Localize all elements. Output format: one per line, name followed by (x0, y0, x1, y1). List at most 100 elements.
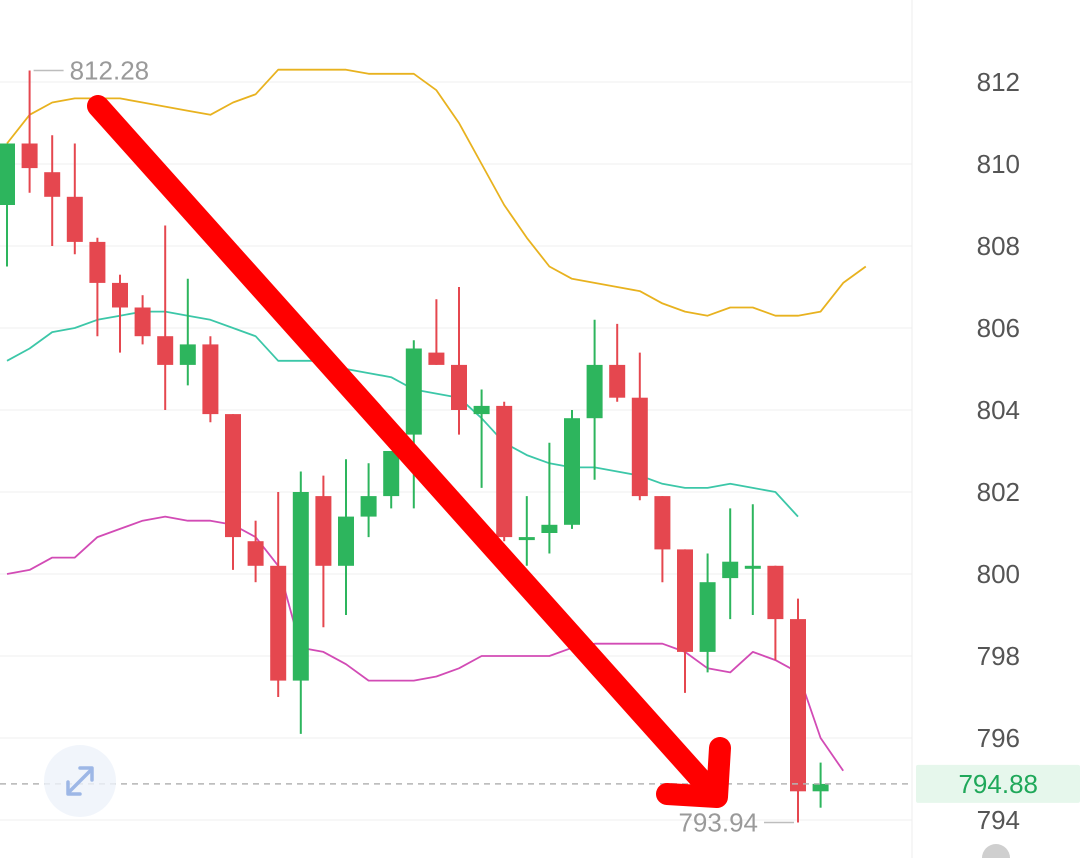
y-tick-label: 802 (977, 477, 1020, 507)
y-tick-label: 804 (977, 395, 1020, 425)
candle-body (586, 364, 603, 419)
y-tick-label: 808 (977, 231, 1020, 261)
candle (496, 401, 513, 542)
candle-body (292, 492, 309, 681)
candle (315, 475, 332, 628)
candle-body (360, 496, 377, 517)
candle-body (157, 336, 174, 365)
candle (112, 274, 128, 353)
candle-body (518, 537, 535, 541)
candle-body (66, 196, 83, 242)
candle-body (44, 172, 61, 197)
high-marker-label: 812.28 (70, 56, 150, 86)
candle (21, 70, 38, 193)
y-tick-label: 810 (977, 149, 1020, 179)
candle-body (247, 541, 264, 566)
candle (225, 414, 241, 570)
candle-body (722, 561, 739, 579)
candle-body (134, 307, 151, 337)
candle (360, 463, 377, 538)
expand-button[interactable] (44, 745, 116, 817)
y-axis-tick-labels: 812 810 808 806 804 802 800 798 796 794 (977, 67, 1020, 835)
middle-band-line (6, 310, 799, 518)
current-price-badge: 794.88 (916, 764, 1080, 803)
candle-body (541, 524, 558, 533)
candle-body (112, 282, 128, 308)
candle-body (631, 397, 648, 497)
current-price-badge-bg (916, 764, 1080, 803)
candle (0, 143, 15, 267)
candle (202, 336, 219, 423)
candle-body (677, 549, 693, 652)
candle (270, 492, 287, 697)
candle (767, 565, 784, 661)
candle (564, 410, 580, 529)
y-axis-panel (912, 0, 1080, 858)
candle-body (225, 414, 241, 538)
candle-body (496, 405, 513, 538)
middle-bollinger-band (6, 310, 799, 518)
candle (44, 135, 61, 246)
y-tick-label: 806 (977, 313, 1020, 343)
candle-body (473, 405, 490, 415)
candle (473, 389, 490, 488)
y-tick-label: 798 (977, 641, 1020, 671)
candle-body (609, 364, 626, 398)
candle (451, 287, 467, 435)
trend-arrow-head (656, 737, 731, 808)
candle (383, 451, 400, 509)
lower-band-line (6, 515, 844, 772)
extreme-markers: 812.28 793.94 (33, 56, 794, 837)
y-tick-label: 794 (977, 805, 1020, 835)
candle (89, 237, 106, 337)
trend-arrow-shaft (87, 95, 723, 803)
candle (812, 762, 829, 808)
candle (586, 319, 603, 480)
candle (654, 496, 671, 583)
candle-body (338, 516, 354, 566)
expand-icon (66, 766, 94, 796)
candle-body (699, 582, 716, 652)
candle-body (202, 344, 219, 415)
candle-body (451, 364, 467, 410)
candle-body (0, 143, 15, 205)
candle-body (405, 348, 422, 435)
candle-body (428, 352, 445, 365)
candle (338, 459, 354, 615)
candle-body (767, 565, 784, 620)
bottom-corner-icon (982, 844, 1010, 858)
candle (744, 504, 761, 615)
candle-body (654, 496, 671, 550)
upper-bollinger-band (6, 68, 867, 317)
y-tick-label: 812 (977, 67, 1020, 97)
candle (790, 598, 806, 823)
candle (631, 352, 648, 501)
candle (722, 508, 739, 620)
candle (428, 299, 445, 365)
upper-band-line (6, 68, 867, 317)
candle-body (383, 451, 400, 497)
candle (247, 520, 264, 583)
low-marker-label: 793.94 (678, 807, 758, 837)
candle (677, 549, 693, 693)
candle (134, 295, 151, 345)
candle-body (564, 418, 580, 525)
candle (541, 442, 558, 554)
candle (609, 323, 626, 402)
trend-arrow (87, 95, 731, 808)
y-tick-label: 800 (977, 559, 1020, 589)
y-tick-label: 796 (977, 723, 1020, 753)
candle-body (21, 143, 38, 169)
candle-body (315, 496, 332, 566)
candle (66, 143, 83, 255)
candle-body (812, 783, 829, 792)
candle (405, 340, 422, 509)
candle-body (790, 619, 806, 792)
candle (179, 278, 196, 386)
candle-body (179, 344, 196, 365)
lower-bollinger-band (6, 515, 844, 772)
candle (157, 225, 174, 410)
candle (699, 553, 716, 673)
candles (0, 70, 829, 823)
